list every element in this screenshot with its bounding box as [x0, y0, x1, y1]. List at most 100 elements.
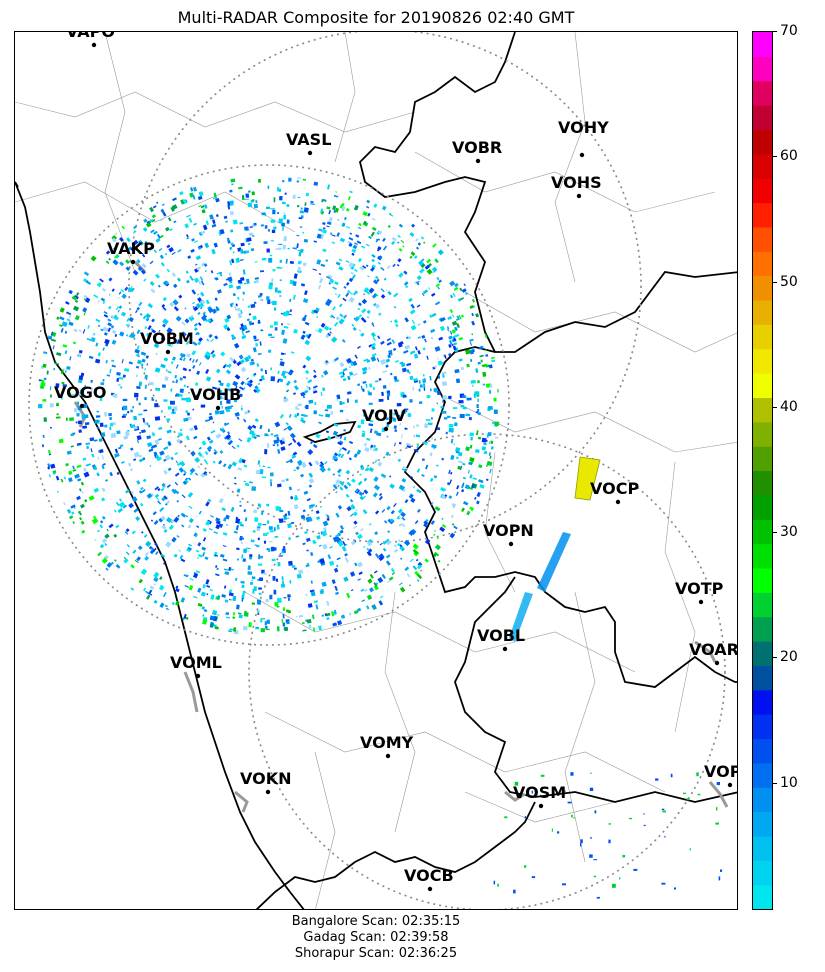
station-dot: [195, 673, 201, 679]
station-label: VOKN: [240, 769, 292, 788]
radar-map[interactable]: VAPO VASL VOBR VOHY VOHS VAKP VOBM VOGO VOHB VOJV…: [14, 31, 738, 910]
scan-times: Bangalore Scan: 02:35:15 Gadag Scan: 02:…: [14, 914, 738, 962]
scan-time-gadag: Gadag Scan: 02:39:58: [303, 930, 449, 945]
station-vohb: VOHB: [190, 385, 241, 411]
tick-label: 10: [780, 774, 798, 791]
colorbar-step: [753, 348, 772, 374]
colorbar-step: [753, 105, 772, 131]
tick-label: 70: [780, 23, 798, 39]
colorbar: [752, 31, 773, 910]
station-vohy: VOHY: [558, 118, 609, 158]
radar-echoes: [38, 177, 723, 899]
station-label: VAPO: [66, 32, 115, 41]
station-vopn: VOPN: [483, 521, 534, 547]
station-vopc: VOPC: [704, 762, 738, 788]
colorbar-step: [753, 299, 772, 325]
colorbar-step: [753, 543, 772, 569]
station-label: VAKP: [107, 239, 155, 258]
colorbar-step: [753, 202, 772, 228]
station-dot: [502, 646, 508, 652]
station-vasl: VASL: [286, 130, 331, 156]
tick-label: 30: [780, 524, 798, 541]
station-dot: [508, 541, 514, 547]
tick-mark: [773, 782, 777, 784]
station-label: VOMY: [360, 733, 414, 752]
station-dot: [579, 152, 585, 158]
tick-mark: [773, 406, 777, 408]
station-label: VOHB: [190, 385, 241, 404]
station-dot: [475, 158, 481, 164]
station-vakp: VAKP: [107, 239, 155, 265]
station-label: VASL: [286, 130, 331, 149]
colorbar-step: [753, 446, 772, 472]
station-dot: [385, 753, 391, 759]
tick-label: 50: [780, 273, 798, 290]
colorbar-step: [753, 153, 772, 179]
colorbar-step: [753, 860, 772, 886]
colorbar-step: [753, 226, 772, 252]
station-vohs: VOHS: [551, 173, 602, 199]
scan-time-shorapur: Shorapur Scan: 02:36:25: [294, 946, 458, 961]
tick-label: 60: [780, 148, 798, 165]
tick-mark: [773, 281, 777, 283]
state-boundaries: [15, 32, 737, 909]
tick-mark: [773, 532, 777, 534]
station-label: VOBM: [140, 329, 194, 348]
station-label: VOAR: [689, 640, 738, 659]
station-voml: VOML: [170, 653, 222, 679]
colorbar-step: [753, 178, 772, 204]
station-vokn: VOKN: [240, 769, 292, 795]
tick-mark: [773, 156, 777, 158]
station-label: VOSM: [513, 783, 566, 802]
colorbar-step: [753, 787, 772, 813]
tick-label: 20: [780, 649, 798, 666]
station-label: VOML: [170, 653, 222, 672]
station-label: VOGO: [54, 383, 106, 402]
colorbar-step: [753, 494, 772, 520]
station-vocb: VOCB: [404, 866, 454, 892]
station-dot: [615, 499, 621, 505]
station-label: VOJV: [362, 406, 407, 425]
colorbar-step: [753, 80, 772, 106]
station-vosm: VOSM: [513, 783, 566, 809]
station-vobm: VOBM: [140, 329, 194, 355]
map-canvas: VAPO VASL VOBR VOHY VOHS VAKP VOBM VOGO VOHB VOJV…: [15, 32, 738, 909]
scan-time-bangalore: Bangalore Scan: 02:35:15: [291, 914, 461, 929]
station-label: VOPC: [704, 762, 738, 781]
colorbar-step: [753, 884, 772, 909]
colorbar-step: [753, 32, 772, 57]
colorbar-step: [753, 421, 772, 447]
colorbar-step: [753, 714, 772, 740]
colorbar-step: [753, 811, 772, 837]
station-label: VOTP: [675, 579, 724, 598]
storm-cell: [509, 456, 601, 642]
colorbar-step: [753, 689, 772, 715]
station-dot: [538, 803, 544, 809]
station-dot: [130, 259, 136, 265]
station-vocp: VOCP: [590, 479, 639, 505]
station-label: VOBL: [477, 626, 525, 645]
colorbar-step: [753, 519, 772, 545]
tick-label: 40: [780, 398, 798, 415]
station-dot: [215, 405, 221, 411]
colorbar-step: [753, 567, 772, 593]
station-label: VOPN: [483, 521, 534, 540]
colorbar-step: [753, 835, 772, 861]
station-dot: [91, 42, 97, 48]
station-dot: [79, 403, 85, 409]
station-dot: [698, 599, 704, 605]
station-label: VOBR: [452, 138, 502, 157]
colorbar-gradient: [753, 32, 772, 909]
colorbar-step: [753, 373, 772, 399]
station-vomy: VOMY: [360, 733, 414, 759]
station-dot: [576, 193, 582, 199]
station-voar: VOAR: [689, 640, 738, 666]
colorbar-step: [753, 665, 772, 691]
colorbar-step: [753, 762, 772, 788]
station-vobr: VOBR: [452, 138, 502, 164]
station-dot: [727, 782, 733, 788]
colorbar-step: [753, 275, 772, 301]
district-boundaries: [15, 32, 737, 909]
station-dot: [307, 150, 313, 156]
station-vapo: VAPO: [66, 32, 115, 48]
